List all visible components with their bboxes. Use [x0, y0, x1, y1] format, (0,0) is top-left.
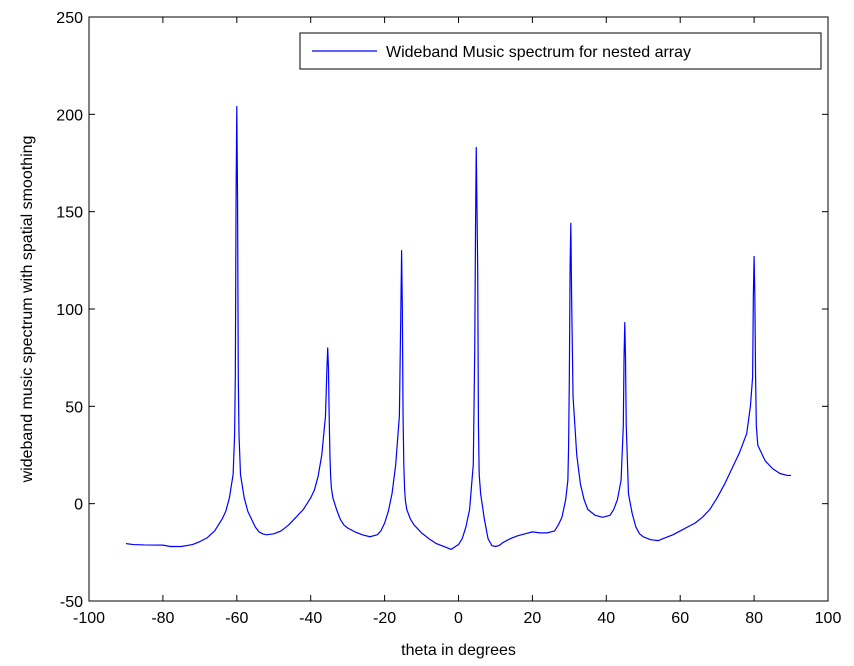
- legend: Wideband Music spectrum for nested array: [299, 32, 822, 70]
- x-tick-label: -60: [225, 610, 248, 627]
- y-tick-label: 0: [74, 497, 83, 514]
- y-tick-label: 200: [56, 107, 83, 124]
- x-tick-label: 60: [671, 610, 689, 627]
- y-tick-label: 250: [56, 10, 83, 27]
- y-tick-label: 100: [56, 302, 83, 319]
- ticks-layer: -100 -80 -60 -40 -20 0 20 40 60 80 100 -50 0 50 100 150…: [56, 10, 841, 627]
- x-tick-label: 0: [454, 610, 463, 627]
- x-tick-label: -40: [299, 610, 322, 627]
- x-tick-label: -100: [73, 610, 105, 627]
- series-line: [125, 105, 792, 551]
- legend-box: [299, 32, 822, 70]
- y-tick-label: 50: [65, 399, 83, 416]
- x-tick-label: 20: [524, 610, 542, 627]
- x-axis-label: theta in degrees: [401, 642, 516, 659]
- x-tick-label: 100: [815, 610, 842, 627]
- series-layer: [125, 105, 792, 551]
- y-tick-label: 150: [56, 205, 83, 222]
- legend-label: Wideband Music spectrum for nested array: [386, 44, 691, 61]
- plot-area: [88, 16, 829, 602]
- y-axis-label: wideband music spectrum with spatial smo…: [19, 136, 36, 484]
- y-tick-label: -50: [60, 594, 83, 611]
- x-tick-label: 80: [745, 610, 763, 627]
- x-tick-label: -20: [373, 610, 396, 627]
- x-tick-label: 40: [597, 610, 615, 627]
- x-tick-label: -80: [151, 610, 174, 627]
